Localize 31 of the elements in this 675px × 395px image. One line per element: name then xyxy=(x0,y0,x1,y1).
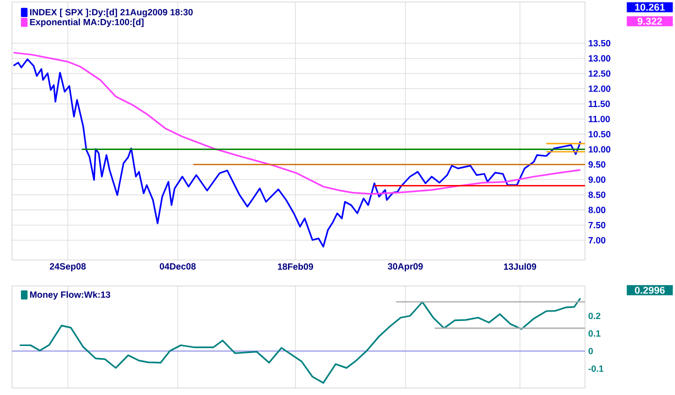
x-tick-label: 13Jul09 xyxy=(504,263,536,270)
y-tick-label: 10.00 xyxy=(588,146,610,153)
y-tick-label: 0 xyxy=(588,348,593,354)
y-tick-label: 13.00 xyxy=(588,55,610,62)
line-series xyxy=(12,52,582,195)
y-tick-label: 0.2 xyxy=(588,312,600,320)
y-tick-label: 9.00 xyxy=(588,176,606,183)
y-tick-label: 8.00 xyxy=(588,206,606,214)
y-tick-label: 11.00 xyxy=(588,116,610,122)
text: 10.261 xyxy=(635,4,665,11)
x-tick-label: 04Dec08 xyxy=(160,263,196,270)
x-tick-label: 18Feb09 xyxy=(278,263,314,270)
legend-label: Money Flow:Wk:13 xyxy=(30,291,110,300)
y-tick-label: 12.50 xyxy=(588,70,610,77)
x-tick-label: 24Sep08 xyxy=(50,263,86,272)
legend-label: Exponential MA:Dy:100:[d] xyxy=(30,18,144,28)
y-tick-label: 13.50 xyxy=(588,40,610,46)
legend-label: INDEX [ SPX ]:Dy:[d] 21Aug2009 18:30 xyxy=(30,8,193,18)
text: 9.322 xyxy=(638,18,662,25)
x-tick-label: 30Apr09 xyxy=(388,263,423,272)
y-tick-label: 11.50 xyxy=(588,100,610,108)
y-tick-label: 9.50 xyxy=(588,161,606,168)
y-tick-label: 7.50 xyxy=(588,222,606,228)
line-series xyxy=(12,58,582,248)
y-tick-label: 10.50 xyxy=(588,130,610,138)
y-tick-label: -0.1 xyxy=(588,365,604,372)
y-tick-label: 7.00 xyxy=(588,237,606,244)
y-tick-label: 8.50 xyxy=(588,192,606,198)
text: 0.2996 xyxy=(634,286,665,294)
y-tick-label: 12.00 xyxy=(588,86,610,92)
y-tick-label: 0.1 xyxy=(588,330,600,337)
